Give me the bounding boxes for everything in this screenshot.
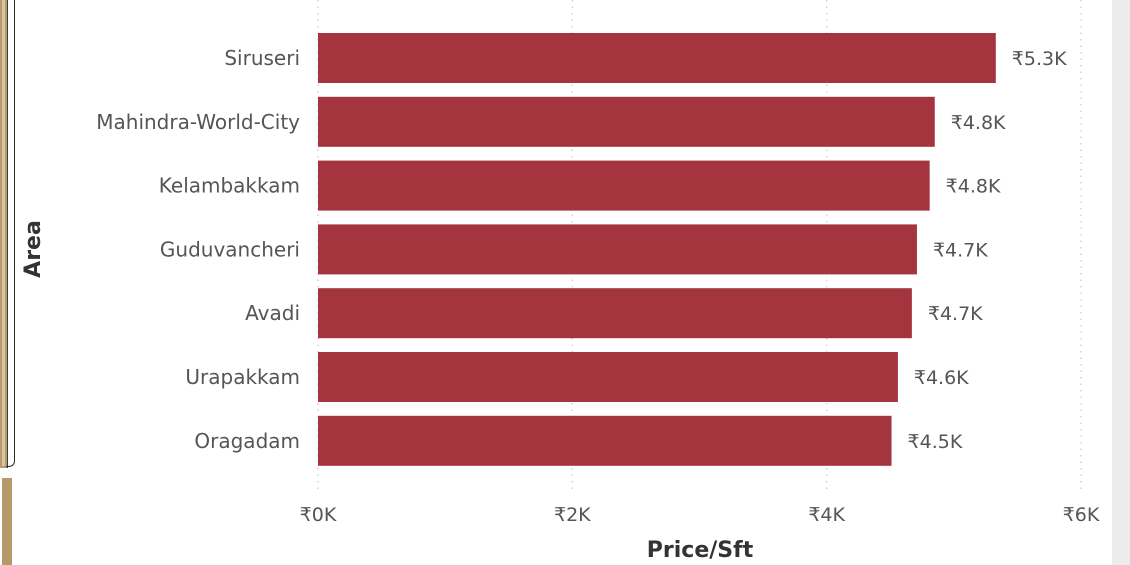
x-tick-labels: ₹0K ₹2K ₹4K ₹6K [300, 504, 1100, 526]
frame-bracket [6, 0, 15, 467]
x-tick-label: ₹2K [554, 504, 591, 526]
category-label: Avadi [245, 301, 300, 325]
data-label: ₹4.5K [908, 431, 963, 453]
bar[interactable] [318, 224, 917, 275]
bar[interactable] [318, 352, 898, 402]
category-label: Kelambakkam [159, 174, 300, 198]
category-labels: Siruseri Mahindra-World-City Kelambakkam Gu… [96, 46, 300, 453]
x-tick-label: ₹6K [1063, 504, 1100, 526]
data-label: ₹4.8K [946, 176, 1001, 198]
data-label: ₹4.8K [951, 112, 1006, 134]
bar[interactable] [318, 160, 930, 211]
bar[interactable] [318, 288, 912, 339]
frame-gold-band-lower [2, 478, 12, 565]
bar[interactable] [318, 33, 996, 83]
data-label: ₹4.6K [914, 367, 969, 389]
bar[interactable] [318, 415, 892, 466]
bar[interactable] [318, 96, 935, 147]
frame-gold-band [0, 0, 8, 468]
right-panel-strip [1112, 0, 1130, 565]
x-tick-label: ₹0K [300, 504, 337, 526]
x-tick-label: ₹4K [808, 504, 845, 526]
category-label: Siruseri [224, 46, 300, 70]
y-axis-title: Area [21, 220, 46, 278]
left-frame-decoration [0, 0, 15, 565]
data-label: ₹5.3K [1012, 48, 1067, 70]
data-label: ₹4.7K [928, 303, 983, 325]
bars [318, 33, 996, 466]
data-labels: ₹5.3K ₹4.8K ₹4.8K ₹4.7K ₹4.7K ₹4.6K ₹4.5K [908, 48, 1068, 453]
category-label: Mahindra-World-City [96, 110, 300, 134]
gridlines [317, 0, 1082, 492]
data-label: ₹4.7K [933, 239, 988, 261]
category-label: Oragadam [194, 429, 300, 453]
category-label: Guduvancheri [160, 237, 300, 261]
category-label: Urapakkam [185, 365, 300, 389]
x-axis-title: Price/Sft [647, 538, 754, 563]
